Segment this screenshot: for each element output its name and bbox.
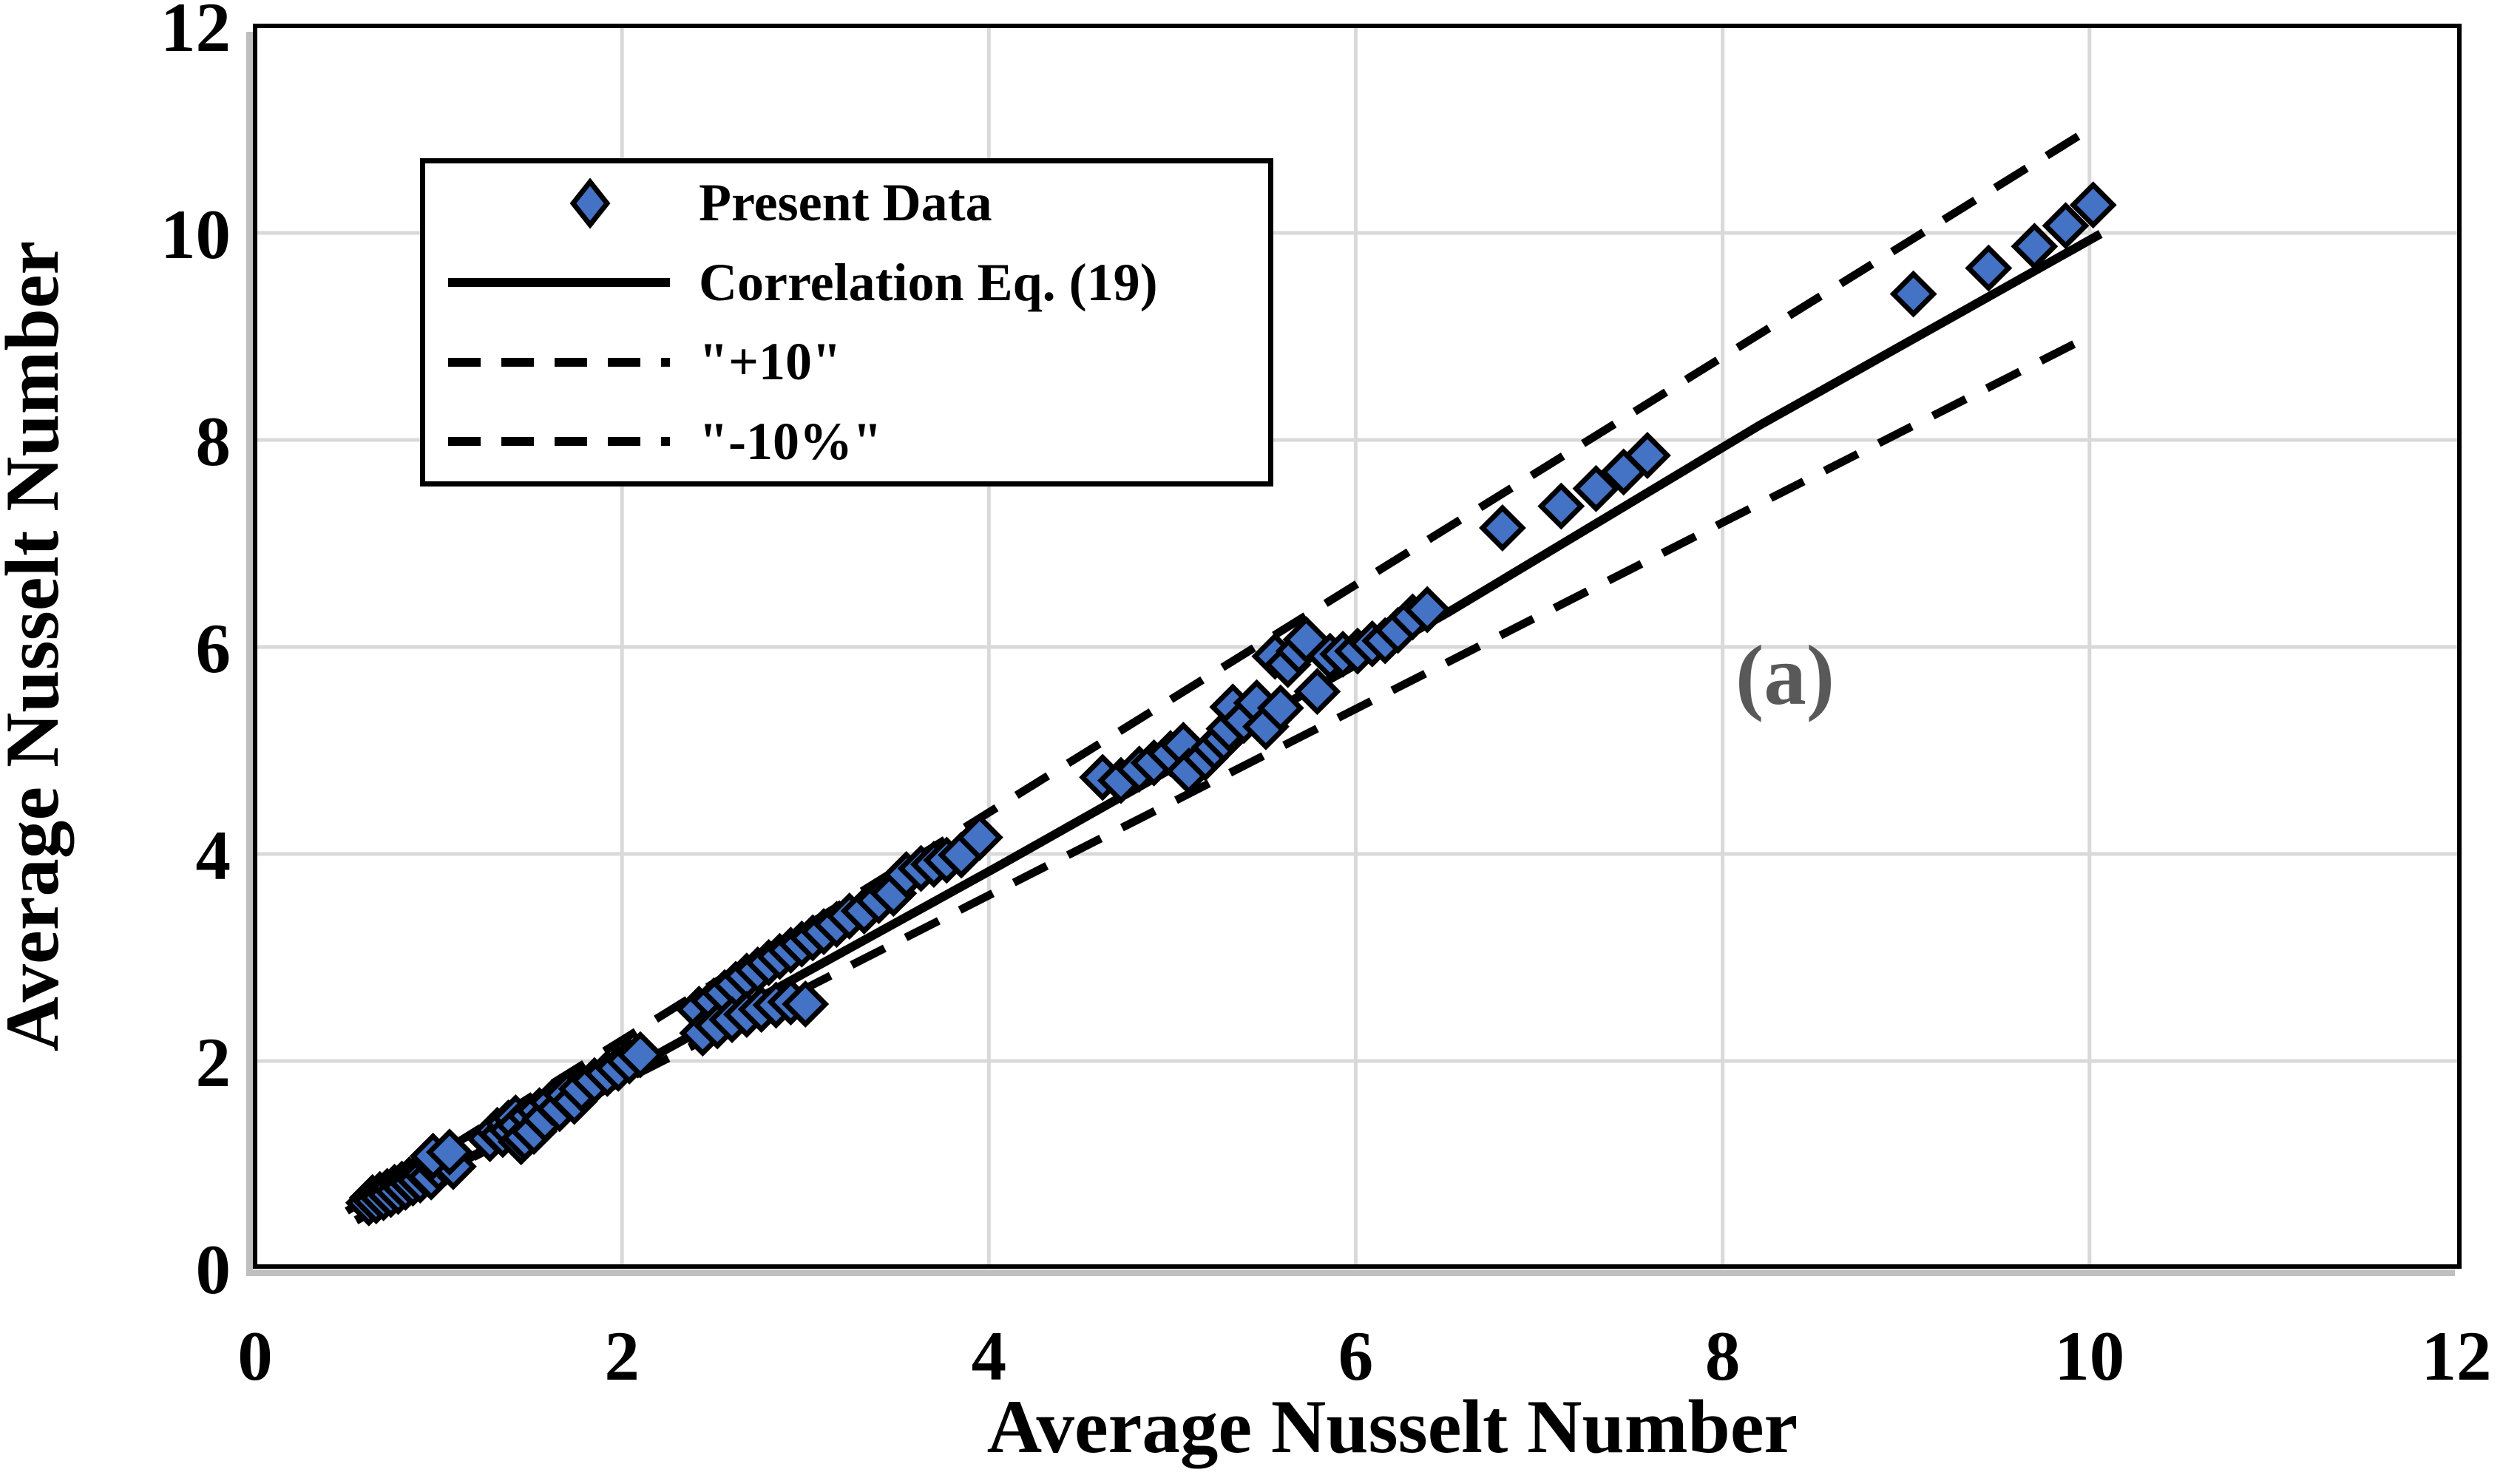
x-tick-label: 10 <box>2054 1317 2124 1395</box>
x-tick-label: 0 <box>237 1317 273 1395</box>
data-point-diamond <box>2011 223 2059 271</box>
data-point-diamond <box>1403 586 1452 634</box>
x-tick-label: 8 <box>1705 1317 1741 1395</box>
legend-label-plus10: "+10" <box>699 332 841 392</box>
x-tick-label: 12 <box>2421 1317 2491 1395</box>
x-axis-title: Average Nusselt Number <box>987 1385 1798 1469</box>
y-tick-label: 10 <box>160 195 231 274</box>
legend-item-correlation: Correlation Eq. (19) <box>425 243 1268 323</box>
data-point-diamond <box>2042 202 2090 250</box>
legend-item-minus10: "-10%" <box>425 402 1268 482</box>
diamond-marker-icon <box>569 177 611 229</box>
axis-shadow-left <box>246 32 253 1272</box>
legend-item-present-data: Present Data <box>425 163 1268 243</box>
legend-label-correlation: Correlation Eq. (19) <box>699 252 1158 312</box>
legend-label-minus10: "-10%" <box>699 411 882 471</box>
y-axis-title: Average Nusselt Number <box>0 241 75 1052</box>
panel-label: (a) <box>1735 628 1835 722</box>
x-tick-label: 6 <box>1338 1317 1374 1395</box>
y-tick-label: 2 <box>196 1023 231 1102</box>
data-point-diamond <box>1537 482 1585 530</box>
solid-line-icon <box>448 278 670 288</box>
y-tick-label: 4 <box>196 816 231 895</box>
data-point-diamond <box>617 1031 664 1079</box>
axis-shadow-bottom <box>246 1269 2455 1276</box>
data-point-diamond <box>782 980 830 1028</box>
data-point-diamond <box>1889 270 1937 318</box>
y-tick-label: 12 <box>160 0 231 67</box>
dashed-line-icon <box>448 357 670 367</box>
legend-item-plus10: "+10" <box>425 322 1268 402</box>
data-point-diamond <box>426 1128 473 1176</box>
data-point-diamond <box>1256 684 1304 732</box>
data-point-diamond <box>1623 432 1671 479</box>
legend-label-present-data: Present Data <box>699 173 992 233</box>
data-point-diamond <box>1282 616 1330 664</box>
data-point-diamond <box>2069 181 2117 229</box>
y-tick-label: 8 <box>196 402 231 481</box>
tolerance-band-line <box>363 330 2096 1216</box>
data-point-diamond <box>1293 668 1341 716</box>
plot-border <box>253 24 2462 1269</box>
y-tick-label: 0 <box>196 1230 231 1309</box>
tolerance-band-line <box>345 128 2088 1215</box>
x-tick-label: 4 <box>972 1317 1007 1395</box>
dashed-line-icon <box>448 437 670 447</box>
data-point-diamond <box>1478 504 1526 552</box>
x-tick-label: 2 <box>604 1317 640 1395</box>
legend: Present Data Correlation Eq. (19) "+10" … <box>420 158 1273 487</box>
data-point-diamond <box>1965 244 2013 292</box>
y-tick-label: 6 <box>196 609 231 688</box>
data-point-diamond <box>955 813 1003 861</box>
data-point-diamond <box>1572 464 1620 512</box>
